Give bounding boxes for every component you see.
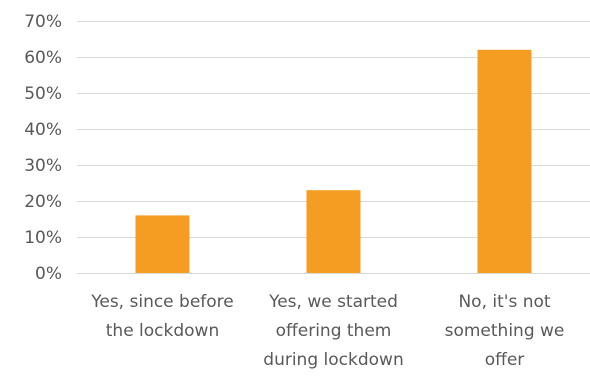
x-category-label: Yes, we started offering them during lockd…: [263, 292, 403, 370]
x-category-label-line: offer: [485, 350, 525, 370]
x-category-label-line: Yes, since before: [90, 292, 234, 312]
y-tick-label: 50%: [24, 84, 62, 104]
x-category-label-line: Yes, we started: [268, 292, 398, 312]
y-tick-label: 0%: [35, 264, 62, 284]
x-category-label-line: offering them: [276, 321, 392, 341]
bar-3: [477, 49, 532, 273]
y-tick-label: 60%: [24, 48, 62, 68]
x-category-label: No, it's not something we offer: [445, 292, 565, 370]
bars: [135, 49, 532, 273]
bar-1: [135, 215, 190, 273]
x-category-label-line: something we: [445, 321, 565, 341]
y-tick-label: 20%: [24, 192, 62, 212]
y-tick-label: 40%: [24, 120, 62, 140]
x-axis-category-labels: Yes, since before the lockdown Yes, we sta…: [90, 292, 564, 370]
x-category-label-line: the lockdown: [106, 321, 220, 341]
bar-2: [306, 190, 361, 273]
y-tick-label: 30%: [24, 156, 62, 176]
x-category-label-line: during lockdown: [263, 350, 403, 370]
y-tick-label: 10%: [24, 228, 62, 248]
x-category-label-line: No, it's not: [458, 292, 550, 312]
x-category-label: Yes, since before the lockdown: [90, 292, 234, 341]
y-axis-tick-labels: 0% 10% 20% 30% 40% 50% 60% 70%: [24, 12, 62, 284]
y-tick-label: 70%: [24, 12, 62, 32]
